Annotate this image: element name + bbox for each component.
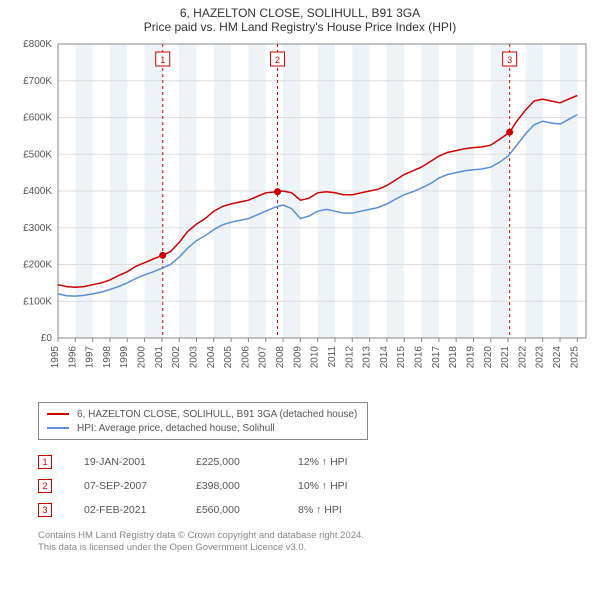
x-tick-label: 2006 (240, 346, 251, 369)
x-tick-label: 2014 (379, 346, 390, 369)
marker-dot (274, 188, 281, 195)
x-tick-label: 1998 (102, 346, 113, 369)
y-tick-label: £200K (23, 260, 52, 271)
marker-index-label: 2 (275, 55, 280, 65)
legend: 6, HAZELTON CLOSE, SOLIHULL, B91 3GA (de… (38, 402, 368, 440)
x-tick-label: 2019 (465, 346, 476, 369)
attribution: Contains HM Land Registry data © Crown c… (38, 530, 590, 555)
transaction-index: 3 (38, 503, 52, 517)
x-tick-label: 2001 (154, 346, 165, 369)
y-tick-label: £300K (23, 223, 52, 234)
x-tick-label: 2012 (344, 346, 355, 369)
y-tick-label: £800K (23, 39, 52, 50)
legend-label: 6, HAZELTON CLOSE, SOLIHULL, B91 3GA (de… (77, 409, 357, 420)
marker-index-label: 1 (160, 55, 165, 65)
transaction-table: 1 19-JAN-2001 £225,000 12% ↑ HPI 2 07-SEP-200… (38, 450, 590, 522)
y-tick-label: £100K (23, 296, 52, 307)
marker-dot (159, 252, 166, 259)
transaction-price: £225,000 (196, 456, 266, 468)
transaction-date: 07-SEP-2007 (84, 480, 164, 492)
x-tick-label: 2016 (414, 346, 425, 369)
legend-swatch (47, 413, 69, 415)
legend-row: HPI: Average price, detached house, Soli… (47, 421, 359, 435)
transaction-delta: 8% ↑ HPI (298, 504, 378, 516)
x-tick-label: 2008 (275, 346, 286, 369)
x-tick-label: 2000 (137, 346, 148, 369)
transaction-price: £560,000 (196, 504, 266, 516)
x-tick-label: 2013 (362, 346, 373, 369)
y-tick-label: £400K (23, 186, 52, 197)
x-tick-label: 2007 (258, 346, 269, 369)
chart-title: 6, HAZELTON CLOSE, SOLIHULL, B91 3GA (10, 6, 590, 20)
x-tick-label: 2003 (188, 346, 199, 369)
transaction-index: 2 (38, 479, 52, 493)
x-tick-label: 2022 (517, 346, 528, 369)
y-tick-label: £600K (23, 113, 52, 124)
x-tick-label: 2024 (552, 346, 563, 369)
transaction-index: 1 (38, 455, 52, 469)
transaction-date: 19-JAN-2001 (84, 456, 164, 468)
transaction-row: 2 07-SEP-2007 £398,000 10% ↑ HPI (38, 474, 590, 498)
x-tick-label: 2015 (396, 346, 407, 369)
attribution-line-1: Contains HM Land Registry data © Crown c… (38, 530, 590, 542)
x-tick-label: 2025 (569, 346, 580, 369)
x-tick-label: 2017 (431, 346, 442, 369)
y-tick-label: £0 (41, 333, 53, 344)
x-tick-label: 1997 (85, 346, 96, 369)
x-tick-label: 2002 (171, 346, 182, 369)
transaction-delta: 10% ↑ HPI (298, 480, 378, 492)
legend-swatch (47, 427, 69, 429)
chart-plot-area: £0 £100K £200K £300K £400K £500K £600K £700K £80… (10, 38, 590, 388)
transaction-row: 1 19-JAN-2001 £225,000 12% ↑ HPI (38, 450, 590, 474)
transaction-row: 3 02-FEB-2021 £560,000 8% ↑ HPI (38, 498, 590, 522)
x-tick-label: 2018 (448, 346, 459, 369)
chart-svg: £0 £100K £200K £300K £400K £500K £600K £700K £80… (10, 38, 590, 388)
x-tick-label: 2004 (206, 346, 217, 369)
x-tick-label: 2023 (535, 346, 546, 369)
x-tick-label: 2009 (292, 346, 303, 369)
marker-index-label: 3 (507, 55, 512, 65)
marker-dot (506, 129, 513, 136)
attribution-line-2: This data is licensed under the Open Gov… (38, 542, 590, 554)
legend-label: HPI: Average price, detached house, Soli… (77, 423, 275, 434)
x-tick-label: 1996 (67, 346, 78, 369)
x-tick-label: 1995 (50, 346, 61, 369)
chart-container: 6, HAZELTON CLOSE, SOLIHULL, B91 3GA Pri… (0, 0, 600, 561)
legend-row: 6, HAZELTON CLOSE, SOLIHULL, B91 3GA (de… (47, 407, 359, 421)
y-tick-label: £700K (23, 76, 52, 87)
x-tick-label: 2011 (327, 346, 338, 368)
x-tick-label: 2010 (310, 346, 321, 369)
x-tick-label: 2021 (500, 346, 511, 369)
transaction-price: £398,000 (196, 480, 266, 492)
y-tick-label: £500K (23, 149, 52, 160)
transaction-date: 02-FEB-2021 (84, 504, 164, 516)
x-tick-label: 1999 (119, 346, 130, 369)
x-tick-label: 2020 (483, 346, 494, 369)
transaction-delta: 12% ↑ HPI (298, 456, 378, 468)
chart-subtitle: Price paid vs. HM Land Registry's House … (10, 20, 590, 34)
x-tick-label: 2005 (223, 346, 234, 369)
